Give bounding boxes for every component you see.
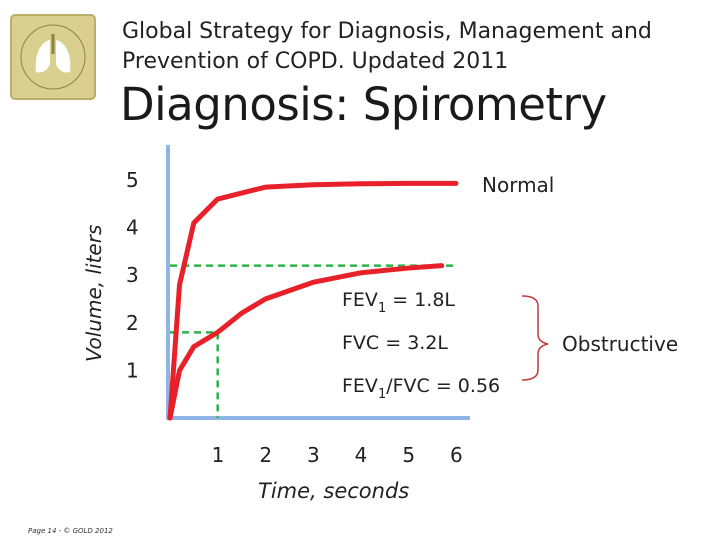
y-tick-label: 1 xyxy=(126,358,139,382)
bracket xyxy=(521,295,549,381)
x-tick-label: 1 xyxy=(212,443,225,467)
subtitle-line-2: Prevention of COPD. Updated 2011 xyxy=(122,49,509,74)
annotation-text: FEV1 = 1.8L xyxy=(342,289,455,316)
legend-normal: Normal xyxy=(482,173,554,197)
y-tick-label: 2 xyxy=(126,311,139,335)
annotation-text: FEV1/FVC = 0.56 xyxy=(342,375,500,402)
gold-logo xyxy=(10,14,96,100)
obstructive-curve xyxy=(167,263,445,421)
x-tick-label: 5 xyxy=(402,443,415,467)
x-axis-label: Time, seconds xyxy=(258,479,409,503)
bracket-label: Obstructive xyxy=(562,332,678,356)
footer-text: Page 14 - © GOLD 2012 xyxy=(28,527,113,535)
y-tick-label: 5 xyxy=(126,168,139,192)
page-title: Diagnosis: Spirometry xyxy=(120,78,607,131)
y-axis-label: Volume, liters xyxy=(82,225,106,362)
annotation-text: FVC = 3.2L xyxy=(342,332,448,354)
subtitle-line-1: Global Strategy for Diagnosis, Managemen… xyxy=(122,19,652,44)
y-tick-label: 4 xyxy=(126,216,139,240)
lungs-icon xyxy=(35,40,50,73)
normal-curve xyxy=(167,180,459,421)
x-tick-label: 2 xyxy=(259,443,272,467)
x-tick-label: 6 xyxy=(450,443,463,467)
x-tick-label: 3 xyxy=(307,443,320,467)
y-tick-label: 3 xyxy=(126,263,139,287)
x-tick-label: 4 xyxy=(355,443,368,467)
